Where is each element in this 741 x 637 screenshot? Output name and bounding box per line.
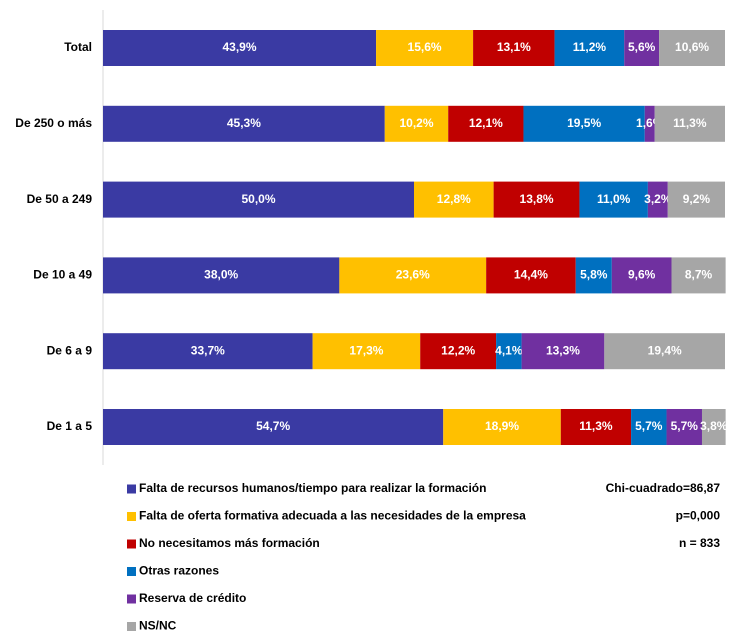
value-label: 12,8%: [437, 192, 471, 206]
legend-label: Otras razones: [139, 564, 219, 578]
bar-segment: [654, 105, 725, 142]
bar-segment: [103, 181, 414, 218]
bar-segment: [339, 257, 487, 294]
bar-segment: [659, 30, 725, 66]
bar-segment: [312, 333, 421, 370]
annotation: p=0,000: [676, 509, 721, 523]
legend-label: Reserva de crédito: [139, 591, 246, 605]
value-label: 5,7%: [635, 419, 663, 433]
legend-swatch: [127, 539, 136, 549]
category-label: De 250 o más: [15, 116, 92, 130]
value-label: 5,7%: [671, 419, 699, 433]
bar-segment: [376, 30, 474, 66]
value-label: 54,7%: [256, 419, 290, 433]
bar-segment: [384, 105, 449, 142]
value-label: 11,0%: [597, 192, 631, 206]
value-label: 13,3%: [546, 343, 580, 357]
value-label: 14,4%: [514, 268, 548, 282]
value-label: 5,6%: [628, 40, 656, 54]
value-label: 10,2%: [399, 116, 433, 130]
bar-segment: [644, 105, 655, 142]
legend-label: No necesitamos más formación: [139, 536, 320, 550]
bar-segment: [493, 181, 580, 218]
annotation: Chi-cuadrado=86,87: [606, 481, 721, 495]
bar-segment: [473, 30, 555, 66]
value-label: 45,3%: [227, 116, 261, 130]
value-label: 19,5%: [567, 116, 601, 130]
legend-swatch: [127, 594, 136, 604]
bar-segment: [666, 409, 702, 445]
bar-segment: [448, 105, 524, 142]
legend-label: Falta de recursos humanos/tiempo para re…: [139, 481, 486, 495]
value-label: 8,7%: [685, 268, 713, 282]
bar-segment: [579, 181, 648, 218]
annotation: n = 833: [679, 536, 720, 550]
legend-label: Falta de oferta formativa adecuada a las…: [139, 509, 526, 523]
category-label: De 1 a 5: [47, 419, 93, 433]
legend-swatch: [127, 567, 136, 576]
bar-segment: [103, 257, 340, 294]
bar-segment: [496, 333, 522, 370]
bar-segment: [671, 257, 726, 294]
value-label: 17,3%: [349, 343, 383, 357]
value-label: 5,8%: [580, 268, 608, 282]
value-label: 15,6%: [408, 40, 442, 54]
bar-segment: [486, 257, 576, 294]
bar-segment: [554, 30, 625, 66]
bar-segment: [560, 409, 632, 445]
value-label: 13,8%: [520, 192, 554, 206]
value-label: 33,7%: [191, 343, 225, 357]
value-label: 9,6%: [628, 268, 656, 282]
value-label: 10,6%: [675, 40, 709, 54]
value-label: 11,3%: [579, 419, 613, 433]
bar-segment: [103, 409, 444, 445]
bar-segment: [521, 333, 605, 370]
bar-segment: [523, 105, 645, 142]
value-label: 11,3%: [673, 116, 707, 130]
value-label: 11,2%: [573, 40, 607, 54]
value-label: 38,0%: [204, 268, 238, 282]
legend-swatch: [127, 622, 136, 631]
value-label: 23,6%: [396, 268, 430, 282]
bar-segment: [647, 181, 668, 218]
category-label: De 10 a 49: [33, 268, 92, 282]
value-label: 3,2%: [644, 192, 672, 206]
bar-segment: [414, 181, 494, 218]
bar-segment: [575, 257, 612, 294]
value-label: 50,0%: [241, 192, 275, 206]
bar-segment: [103, 105, 385, 142]
legend-swatch: [127, 484, 136, 494]
value-label: 12,1%: [469, 116, 503, 130]
value-label: 12,2%: [441, 343, 475, 357]
category-label: De 50 a 249: [27, 192, 93, 206]
value-label: 9,2%: [683, 192, 711, 206]
bar-segment: [624, 30, 660, 66]
value-label: 19,4%: [648, 343, 682, 357]
bar-segment: [103, 333, 313, 370]
bar-segment: [604, 333, 725, 370]
bar-segment: [667, 181, 725, 218]
value-label: 4,1%: [495, 343, 523, 357]
bar-segment: [611, 257, 672, 294]
category-label: Total: [64, 40, 92, 54]
legend-label: NS/NC: [139, 619, 177, 633]
legend-swatch: [127, 512, 136, 521]
value-label: 18,9%: [485, 419, 519, 433]
bar-segment: [443, 409, 561, 445]
bar-segment: [103, 30, 377, 66]
bar-segment: [701, 409, 726, 445]
value-label: 13,1%: [497, 40, 531, 54]
bar-segment: [420, 333, 497, 370]
value-label: 3,8%: [700, 419, 728, 433]
value-label: 43,9%: [223, 40, 257, 54]
category-label: De 6 a 9: [47, 343, 93, 357]
bar-segment: [631, 409, 667, 445]
